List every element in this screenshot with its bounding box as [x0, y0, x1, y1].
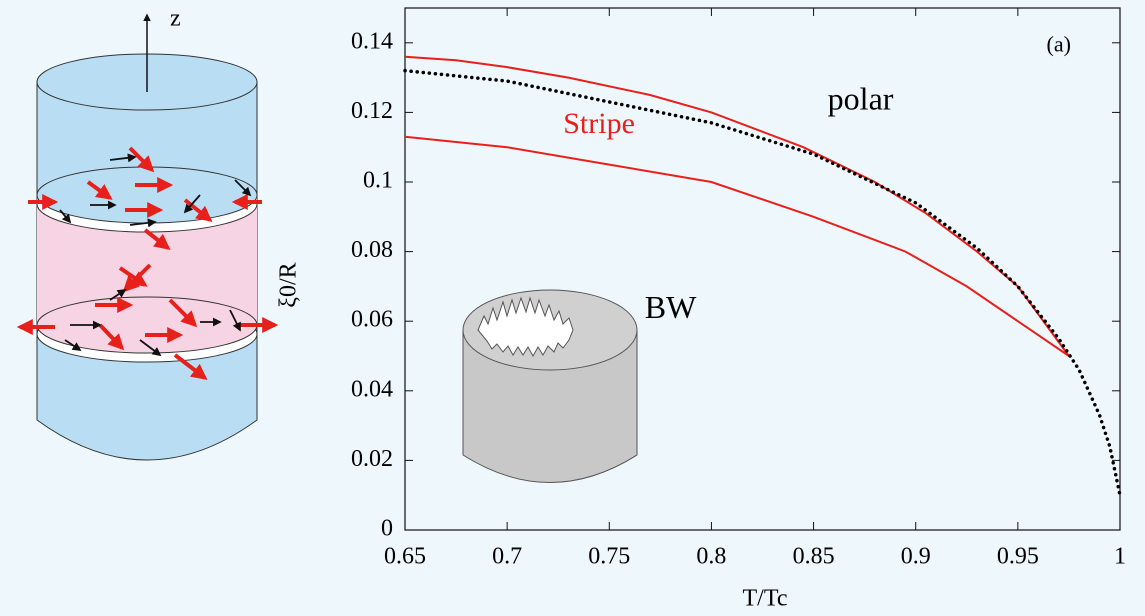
y-tick-label: 0.08 — [351, 237, 393, 263]
y-tick-label: 0.12 — [351, 98, 393, 124]
z-axis-label: z — [170, 6, 181, 32]
y-tick-label: 0.04 — [351, 376, 393, 402]
series-line — [404, 55, 1070, 357]
x-tick-label: 0.75 — [588, 544, 630, 570]
cylinder-illustration: z — [16, 6, 279, 461]
y-tick-label: 0.06 — [351, 307, 393, 333]
series-line — [404, 135, 1070, 357]
y-tick-label: 0.1 — [363, 168, 393, 194]
x-tick-label: 0.65 — [384, 544, 426, 570]
annotation: (a) — [1047, 31, 1071, 56]
x-tick-label: 0.7 — [492, 544, 522, 570]
x-tick-label: 0.8 — [696, 544, 726, 570]
series-line — [403, 68, 1122, 497]
annotation: polar — [828, 80, 894, 116]
y-tick-label: 0 — [381, 516, 393, 542]
x-axis-label: T/Tc — [743, 586, 788, 612]
annotation: BW — [645, 289, 697, 325]
x-tick-label: 0.85 — [793, 544, 835, 570]
y-tick-label: 0.02 — [351, 446, 393, 472]
x-tick-label: 1 — [1114, 544, 1126, 570]
y-axis-label: ξ0/R — [276, 262, 302, 307]
x-tick-label: 0.95 — [997, 544, 1039, 570]
inset-illustration — [462, 289, 638, 483]
plot-frame — [404, 7, 1121, 531]
y-tick-label: 0.14 — [351, 28, 393, 54]
annotation: Stripe — [563, 107, 635, 140]
x-tick-label: 0.9 — [901, 544, 931, 570]
